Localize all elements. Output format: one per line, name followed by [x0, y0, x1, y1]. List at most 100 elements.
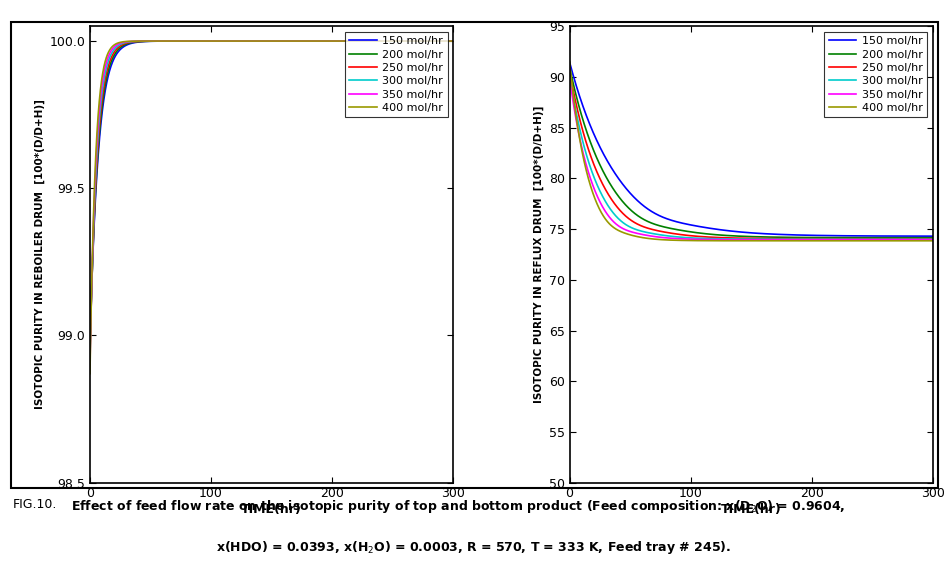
150 mol/hr [800, 232, 812, 239]
400 mol/hr [84, 370, 96, 377]
350 mol/hr [927, 236, 938, 243]
200 mol/hr [563, 63, 575, 70]
300 mol/hr [448, 37, 459, 44]
300 mol/hr [703, 235, 714, 242]
300 mol/hr [383, 37, 394, 44]
200 mol/hr [927, 234, 938, 241]
150 mol/hr [835, 232, 847, 239]
250 mol/hr [800, 235, 812, 242]
150 mol/hr [84, 338, 96, 345]
Line: 400 mol/hr: 400 mol/hr [569, 62, 933, 241]
200 mol/hr [703, 230, 714, 238]
300 mol/hr [84, 356, 96, 363]
400 mol/hr [800, 238, 812, 245]
Line: 150 mol/hr: 150 mol/hr [90, 41, 454, 341]
Legend: 150 mol/hr, 200 mol/hr, 250 mol/hr, 300 mol/hr, 350 mol/hr, 400 mol/hr: 150 mol/hr, 200 mol/hr, 250 mol/hr, 300 … [345, 32, 448, 118]
X-axis label: TIME(hr): TIME(hr) [721, 503, 781, 517]
Line: 200 mol/hr: 200 mol/hr [569, 67, 933, 238]
Y-axis label: ISOTOPIC PURITY IN REFLUX DRUM  [100*(D/D+H)]: ISOTOPIC PURITY IN REFLUX DRUM [100*(D/D… [534, 106, 545, 403]
250 mol/hr [84, 350, 96, 357]
400 mol/hr [630, 233, 641, 240]
150 mol/hr [927, 233, 938, 240]
Line: 250 mol/hr: 250 mol/hr [90, 41, 454, 353]
200 mol/hr [355, 37, 366, 44]
350 mol/hr [282, 37, 294, 44]
350 mol/hr [321, 37, 332, 44]
350 mol/hr [703, 236, 714, 243]
200 mol/hr [630, 211, 641, 218]
250 mol/hr [448, 37, 459, 44]
250 mol/hr [320, 37, 331, 44]
150 mol/hr [781, 231, 793, 238]
350 mol/hr [355, 37, 366, 44]
250 mol/hr [835, 235, 847, 242]
250 mol/hr [302, 37, 313, 44]
350 mol/hr [84, 362, 96, 369]
Line: 300 mol/hr: 300 mol/hr [90, 41, 454, 359]
300 mol/hr [223, 37, 235, 44]
150 mol/hr [563, 58, 575, 66]
350 mol/hr [383, 37, 394, 44]
300 mol/hr [302, 37, 313, 44]
150 mol/hr [223, 37, 235, 44]
Text: Effect of feed flow rate on the isotopic purity of top and bottom product (Feed : Effect of feed flow rate on the isotopic… [71, 498, 846, 515]
350 mol/hr [302, 37, 313, 44]
300 mol/hr [563, 71, 575, 78]
250 mol/hr [863, 235, 874, 242]
400 mol/hr [863, 238, 874, 245]
300 mol/hr [781, 236, 793, 243]
150 mol/hr [361, 37, 372, 44]
300 mol/hr [151, 37, 162, 44]
400 mol/hr [262, 37, 274, 44]
400 mol/hr [781, 238, 793, 245]
Y-axis label: ISOTOPIC PURITY IN REBOILER DRUM  [100*(D/D+H)]: ISOTOPIC PURITY IN REBOILER DRUM [100*(D… [35, 99, 45, 409]
250 mol/hr [383, 37, 394, 44]
300 mol/hr [355, 37, 366, 44]
Line: 350 mol/hr: 350 mol/hr [90, 41, 454, 365]
350 mol/hr [151, 37, 162, 44]
Legend: 150 mol/hr, 200 mol/hr, 250 mol/hr, 300 mol/hr, 350 mol/hr, 400 mol/hr: 150 mol/hr, 200 mol/hr, 250 mol/hr, 300 … [824, 32, 927, 118]
200 mol/hr [320, 37, 331, 44]
300 mol/hr [835, 236, 847, 243]
Line: 150 mol/hr: 150 mol/hr [569, 62, 933, 236]
Text: x(HDO) = 0.0393, x(H$_2$O) = 0.0003, R = 570, T = 333 K, Feed tray # 245).: x(HDO) = 0.0393, x(H$_2$O) = 0.0003, R =… [216, 539, 731, 556]
Line: 350 mol/hr: 350 mol/hr [569, 77, 933, 240]
300 mol/hr [800, 236, 812, 243]
300 mol/hr [321, 37, 332, 44]
350 mol/hr [863, 236, 874, 243]
200 mol/hr [223, 37, 235, 44]
200 mol/hr [151, 37, 162, 44]
350 mol/hr [800, 236, 812, 243]
300 mol/hr [863, 236, 874, 243]
Line: 200 mol/hr: 200 mol/hr [90, 41, 454, 347]
Text: FIG.10.: FIG.10. [12, 498, 57, 511]
400 mol/hr [302, 37, 313, 44]
200 mol/hr [302, 37, 313, 44]
400 mol/hr [151, 37, 162, 44]
400 mol/hr [321, 37, 332, 44]
250 mol/hr [321, 37, 332, 44]
250 mol/hr [563, 67, 575, 74]
250 mol/hr [151, 37, 162, 44]
150 mol/hr [355, 37, 366, 44]
250 mol/hr [927, 235, 938, 242]
200 mol/hr [84, 344, 96, 351]
200 mol/hr [835, 234, 847, 241]
150 mol/hr [448, 37, 459, 44]
250 mol/hr [223, 37, 235, 44]
200 mol/hr [800, 234, 812, 241]
150 mol/hr [703, 225, 714, 232]
200 mol/hr [863, 234, 874, 241]
150 mol/hr [320, 37, 331, 44]
250 mol/hr [630, 219, 641, 226]
Line: 300 mol/hr: 300 mol/hr [569, 74, 933, 239]
250 mol/hr [781, 235, 793, 242]
400 mol/hr [927, 238, 938, 245]
350 mol/hr [781, 236, 793, 243]
200 mol/hr [448, 37, 459, 44]
400 mol/hr [355, 37, 366, 44]
300 mol/hr [302, 37, 313, 44]
Line: 250 mol/hr: 250 mol/hr [569, 71, 933, 239]
150 mol/hr [383, 37, 394, 44]
200 mol/hr [383, 37, 394, 44]
